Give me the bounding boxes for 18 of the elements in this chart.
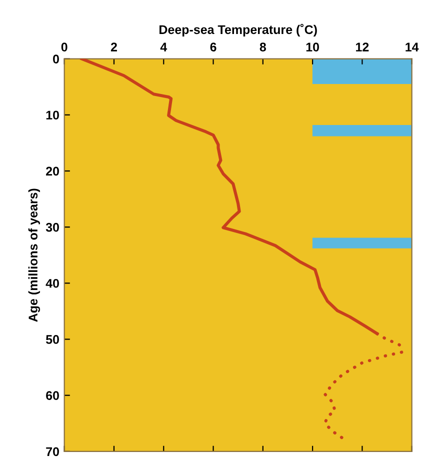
y-tick-label: 40 [46,278,59,288]
x-tick-label: 12 [356,42,369,52]
x-tick-label: 10 [306,42,319,52]
x-tick-label: 0 [61,42,68,52]
y-tick-label: 10 [46,110,59,120]
y-tick-label: 50 [46,335,59,344]
x-tick-label: 6 [210,42,216,52]
x-tick-label: 2 [110,42,117,52]
y-tick-label: 0 [53,54,59,64]
y-tick-label: 60 [46,391,59,400]
y-tick-label: 20 [46,166,59,176]
y-axis-title: Age (millions of years) [28,188,40,322]
y-tick-label: 70 [46,447,59,456]
x-tick-label: 4 [160,42,168,52]
x-axis-title: Deep-sea Temperature (˚C) [160,24,317,37]
x-tick-label: 14 [406,42,419,52]
x-tick-label: 8 [260,42,266,52]
y-tick-label: 30 [46,222,59,232]
